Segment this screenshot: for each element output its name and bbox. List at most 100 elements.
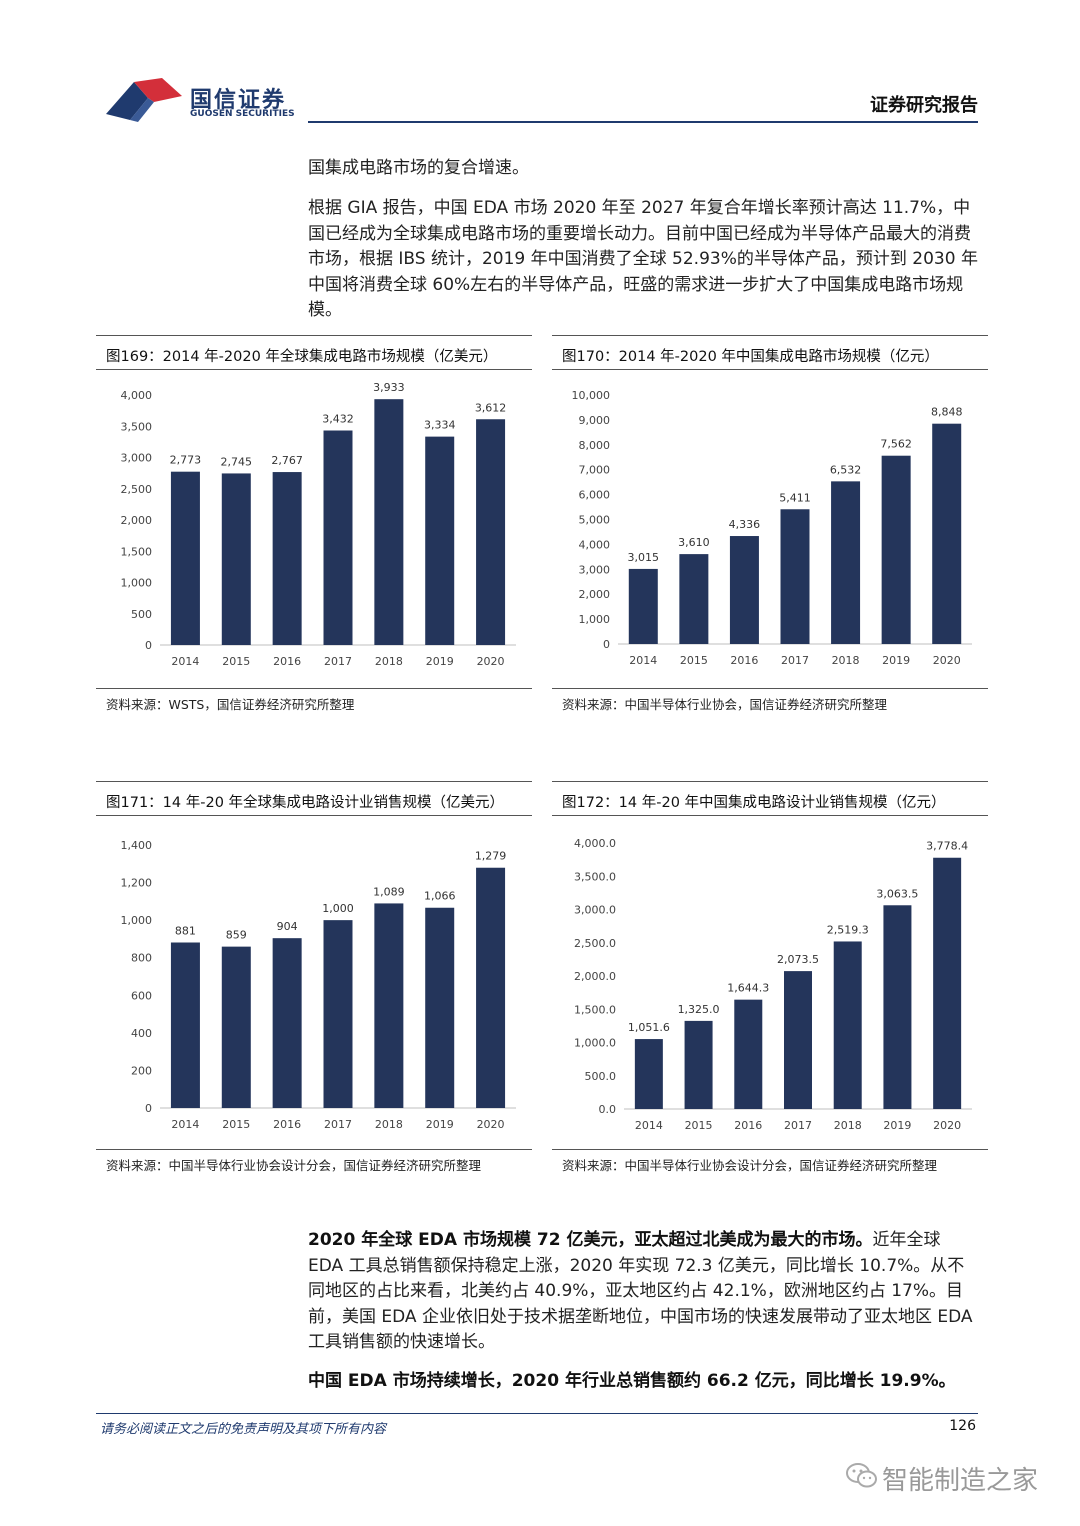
bar	[833, 941, 862, 1109]
footer-disclaimer: 请务必阅读正文之后的免责声明及其项下所有内容	[100, 1422, 387, 1437]
bar	[684, 1020, 713, 1109]
data-label: 3,063.5	[876, 887, 918, 900]
y-tick-label: 3,500.0	[574, 870, 616, 883]
y-tick-label: 400	[131, 1027, 152, 1040]
figure-source: 资料来源：中国半导体行业协会，国信证券经济研究所整理	[562, 697, 888, 712]
y-tick-label: 1,000	[121, 914, 153, 927]
y-tick-label: 4,000	[121, 389, 153, 402]
y-tick-label: 800	[131, 952, 152, 965]
figure-source-rule	[552, 1149, 988, 1150]
y-tick-label: 500	[131, 608, 152, 621]
y-tick-label: 0	[145, 639, 152, 652]
y-tick-label: 3,000	[121, 452, 153, 465]
data-label: 3,778.4	[926, 840, 968, 853]
bar	[272, 938, 302, 1108]
x-tick-label: 2015	[222, 1118, 250, 1131]
data-label: 904	[277, 920, 298, 933]
figure-title-rule	[96, 815, 532, 816]
figure-170: 图170：2014 年-2020 年中国集成电路市场规模（亿元） 0 1,000 2…	[552, 335, 988, 735]
paragraph-global-eda: 2020 年全球 EDA 市场规模 72 亿美元，亚太超过北美成为最大的市场。近…	[308, 1228, 980, 1356]
x-tick-label: 2017	[324, 1118, 352, 1131]
data-label: 6,532	[830, 463, 862, 476]
y-tick-label: 2,500.0	[574, 937, 616, 950]
data-label: 881	[175, 924, 196, 937]
x-tick-label: 2018	[832, 654, 860, 667]
y-tick-label: 0	[603, 638, 610, 651]
x-tick-label: 2017	[784, 1119, 812, 1132]
bar	[374, 399, 404, 645]
data-label: 3,015	[628, 551, 660, 564]
data-label: 4,336	[729, 518, 761, 531]
data-label: 1,279	[475, 850, 507, 863]
y-tick-label: 1,000.0	[574, 1037, 616, 1050]
bar-chart-global-ic-design: 0 200 400 600 800 1,000 1,200 1,400 881 2014 859 20…	[121, 839, 516, 1131]
data-label: 2,767	[271, 454, 303, 467]
y-tick-label: 10,000	[572, 389, 611, 402]
bar	[476, 419, 506, 645]
y-tick-label: 500.0	[585, 1070, 617, 1083]
figure-source-rule	[96, 688, 532, 689]
x-tick-label: 2014	[171, 655, 199, 668]
figure-172: 图172：14 年-20 年中国集成电路设计业销售规模（亿元） 0.0 500.0…	[552, 781, 988, 1201]
bar	[932, 423, 962, 644]
wechat-icon	[846, 1463, 877, 1488]
paragraph-continuation: 国集成电路市场的复合增速。	[308, 158, 529, 178]
company-logo-icon	[106, 78, 182, 122]
x-tick-label: 2019	[426, 1118, 454, 1131]
y-tick-label: 1,400	[121, 839, 153, 852]
figure-source-rule	[552, 688, 988, 689]
y-tick-label: 7,000	[579, 464, 611, 477]
figure-171: 图171：14 年-20 年全球集成电路设计业销售规模（亿美元） 0 200 400…	[96, 781, 532, 1201]
data-label: 1,051.6	[628, 1021, 670, 1034]
x-tick-label: 2016	[273, 655, 301, 668]
paragraph-global-eda-lead: 2020 年全球 EDA 市场规模 72 亿美元，亚太超过北美成为最大的市场。	[308, 1230, 873, 1250]
header-divider	[308, 121, 978, 123]
bar	[323, 430, 353, 645]
x-tick-label: 2014	[635, 1119, 663, 1132]
x-tick-label: 2020	[933, 654, 961, 667]
figure-top-rule	[96, 781, 532, 782]
bar	[476, 867, 506, 1108]
y-tick-label: 6,000	[579, 489, 611, 502]
page-number: 126	[949, 1418, 976, 1434]
data-label: 3,432	[322, 413, 354, 426]
x-tick-label: 2017	[324, 655, 352, 668]
company-logo-text: 国信证券	[190, 88, 287, 113]
paragraph-china-eda-lead: 中国 EDA 市场持续增长，2020 年行业总销售额约 66.2 亿元，同比增长…	[308, 1371, 956, 1391]
data-label: 859	[226, 929, 247, 942]
x-tick-label: 2016	[734, 1119, 762, 1132]
y-tick-label: 1,500	[121, 545, 153, 558]
bar	[883, 905, 912, 1109]
data-label: 1,066	[424, 890, 456, 903]
data-label: 1,325.0	[678, 1003, 720, 1016]
paragraph-global-eda-body: 近年全球 EDA 工具总销售额保持稳定上涨，2020 年实现 72.3 亿美元，…	[308, 1230, 973, 1352]
x-tick-label: 2015	[680, 654, 708, 667]
figure-title-rule	[552, 815, 988, 816]
bar-chart-china-ic-market: 0 1,000 2,000 3,000 4,000 5,000 6,000 7,000 8,00…	[572, 389, 972, 667]
data-label: 5,411	[779, 491, 811, 504]
x-tick-label: 2017	[781, 654, 809, 667]
x-tick-label: 2019	[426, 655, 454, 668]
y-tick-label: 1,500.0	[574, 1003, 616, 1016]
data-label: 8,848	[931, 406, 963, 419]
x-tick-label: 2019	[883, 1119, 911, 1132]
bar	[784, 971, 812, 1109]
bar	[170, 471, 200, 645]
y-tick-label: 1,000	[121, 577, 153, 590]
figure-title-rule	[96, 369, 532, 370]
x-tick-label: 2018	[834, 1119, 862, 1132]
x-tick-label: 2015	[222, 655, 250, 668]
bar-chart-china-ic-design: 0.0 500.0 1,000.0 1,500.0 2,000.0 2,500.0 3,00…	[574, 837, 972, 1132]
paragraph-china-eda: 中国 EDA 市场持续增长，2020 年行业总销售额约 66.2 亿元，同比增长…	[308, 1369, 980, 1395]
figure-title-rule	[552, 369, 988, 370]
bar	[628, 568, 658, 644]
y-tick-label: 600	[131, 989, 152, 1002]
figure-top-rule	[552, 781, 988, 782]
figure-title: 图169：2014 年-2020 年全球集成电路市场规模（亿美元）	[106, 349, 498, 365]
figure-title: 图170：2014 年-2020 年中国集成电路市场规模（亿元）	[562, 349, 939, 365]
data-label: 1,089	[373, 885, 405, 898]
bar	[933, 857, 962, 1109]
bar	[221, 946, 251, 1108]
figure-169: 图169：2014 年-2020 年全球集成电路市场规模（亿美元） 0 500 1,…	[96, 335, 532, 735]
y-tick-label: 0	[145, 1102, 152, 1115]
